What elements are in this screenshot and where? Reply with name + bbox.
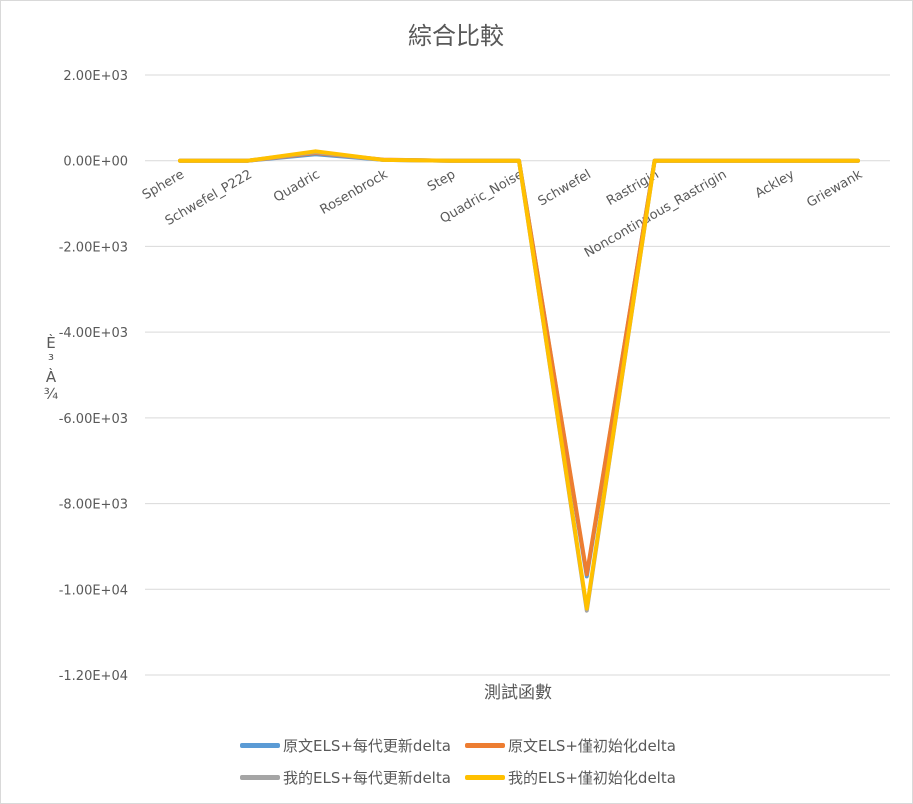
x-category-label: Ackley [753, 167, 798, 201]
y-axis-title-char: ³ [48, 351, 54, 369]
y-tick-label: -4.00E+03 [59, 326, 128, 341]
y-axis-title-char: ¾ [44, 385, 59, 403]
y-tick-label: -1.20E+04 [59, 669, 128, 684]
legend-swatch-series-1 [240, 743, 280, 748]
series-line-2 [178, 151, 860, 577]
legend-label-series-4: 我的ELS+僅初始化delta [508, 769, 676, 787]
x-category-label: Schwefel [536, 167, 594, 209]
legend-label-series-2: 原文ELS+僅初始化delta [508, 737, 676, 755]
y-tick-label: -6.00E+03 [59, 412, 128, 427]
legend-item-series-3: 我的ELS+每代更新delta [240, 767, 451, 788]
y-tick-label: 0.00E+00 [63, 155, 128, 170]
legend-swatch-series-2 [465, 743, 505, 748]
x-category-label: Rosenbrock [318, 167, 391, 218]
series-line-3 [178, 150, 860, 613]
y-axis-title-char: È [46, 333, 55, 352]
x-axis-title: 測試函數 [484, 683, 552, 703]
legend-swatch-series-3 [240, 775, 280, 780]
legend-item-series-2: 原文ELS+僅初始化delta [465, 735, 676, 756]
series-line-1 [178, 152, 860, 579]
legend-item-series-4: 我的ELS+僅初始化delta [465, 767, 676, 788]
y-tick-label: -1.00E+04 [59, 583, 128, 598]
x-category-label: Quadric [271, 167, 322, 205]
y-tick-label: 2.00E+03 [63, 69, 128, 84]
x-category-label: Sphere [140, 167, 187, 203]
y-axis-title-char: À [46, 367, 57, 386]
legend-item-series-1: 原文ELS+每代更新delta [240, 735, 451, 756]
y-tick-label: -2.00E+03 [59, 240, 128, 255]
legend-label-series-3: 我的ELS+每代更新delta [283, 769, 451, 787]
x-category-label: Griewank [804, 167, 865, 211]
legend-swatch-series-4 [465, 775, 505, 780]
series-line-4 [178, 149, 860, 611]
chart-title: 綜合比較 [408, 22, 504, 50]
legend-label-series-1: 原文ELS+每代更新delta [283, 737, 451, 755]
y-tick-label: -8.00E+03 [59, 498, 128, 513]
x-category-label: Step [425, 167, 458, 195]
